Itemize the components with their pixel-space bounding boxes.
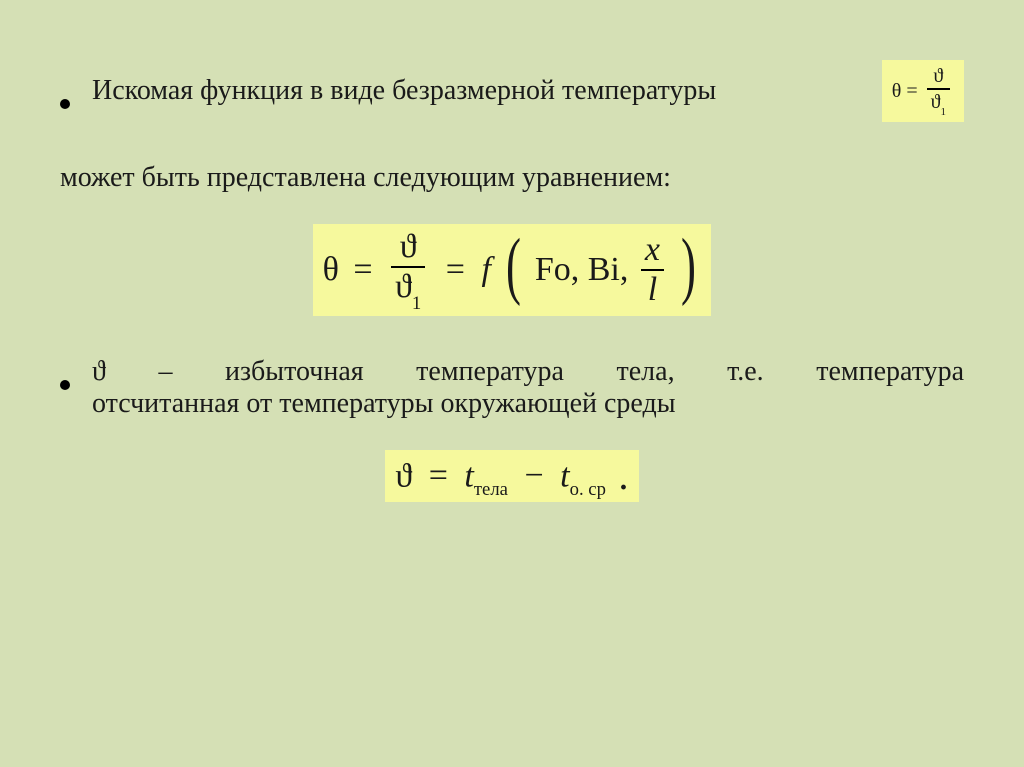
equation-main: θ = ϑ ϑ1 = f ( Fo, Bi, x l ): [313, 224, 712, 316]
main-lhs: θ: [323, 251, 339, 288]
ex-sub1: тела: [474, 479, 508, 500]
ex-minus: −: [524, 457, 543, 494]
main-comma1: ,: [571, 251, 580, 288]
frac-num: ϑ: [927, 66, 950, 90]
main-frac2-den: l: [641, 271, 664, 307]
main-eq1: =: [353, 251, 372, 288]
sym-theta: θ: [892, 80, 902, 102]
bullet-2-line1: ϑ – избыточная температура тела, т.е. те…: [92, 356, 964, 388]
ex-t2: t: [560, 457, 569, 494]
lparen-icon: (: [506, 229, 521, 304]
bullet-2-line2: отсчитанная от температуры окружающей ср…: [92, 388, 964, 420]
equation-excess-wrap: ϑ = tтела − tо. ср .: [60, 450, 964, 503]
sym-eq: =: [906, 80, 917, 102]
line-2: может быть представлена следующим уравне…: [60, 162, 964, 194]
fraction-small: ϑ ϑ1: [927, 66, 950, 116]
main-frac2: x l: [641, 233, 664, 307]
main-frac1-num: ϑ: [391, 230, 425, 268]
frac-den-base: ϑ: [931, 91, 941, 113]
equation-excess: ϑ = tтела − tо. ср .: [385, 450, 638, 503]
main-comma2: ,: [620, 251, 629, 288]
ex-t1: t: [464, 457, 473, 494]
main-frac1-den-sub: 1: [412, 293, 421, 314]
rparen-icon: ): [681, 229, 696, 304]
bullet-2: ϑ – избыточная температура тела, т.е. те…: [60, 356, 964, 420]
b2-rest: избыточная температура тела, т.е. темпер…: [225, 356, 964, 387]
main-f: f: [481, 251, 490, 288]
ex-dot: .: [618, 453, 628, 498]
bullet-dot-icon: [60, 99, 70, 109]
main-arg1: Fo: [535, 251, 571, 288]
bullet-dot-icon: [60, 380, 70, 390]
equation-theta-def-small: θ = ϑ ϑ1: [882, 60, 964, 122]
main-eq2: =: [446, 251, 465, 288]
main-frac1-den: ϑ1: [391, 268, 425, 310]
main-frac2-num: x: [641, 233, 664, 271]
bullet-1: Искомая функция в виде безразмерной темп…: [60, 75, 716, 107]
main-frac1: ϑ ϑ1: [391, 230, 425, 310]
ex-lhs: ϑ: [395, 457, 412, 494]
main-frac1-den-base: ϑ: [395, 268, 412, 305]
b2-sym: ϑ: [92, 356, 106, 387]
ex-eq: =: [429, 457, 448, 494]
bullet-1-text: Искомая функция в виде безразмерной темп…: [92, 75, 716, 107]
slide: Искомая функция в виде безразмерной темп…: [0, 0, 1024, 767]
bullet-2-text: ϑ – избыточная температура тела, т.е. те…: [92, 356, 964, 420]
frac-den-sub: 1: [941, 106, 947, 118]
b2-dash: –: [158, 356, 172, 387]
main-arg2: Bi: [588, 251, 620, 288]
row-intro: Искомая функция в виде безразмерной темп…: [60, 60, 964, 122]
frac-den: ϑ1: [927, 90, 950, 116]
equation-main-wrap: θ = ϑ ϑ1 = f ( Fo, Bi, x l ): [60, 224, 964, 316]
ex-sub2: о. ср: [570, 479, 606, 500]
